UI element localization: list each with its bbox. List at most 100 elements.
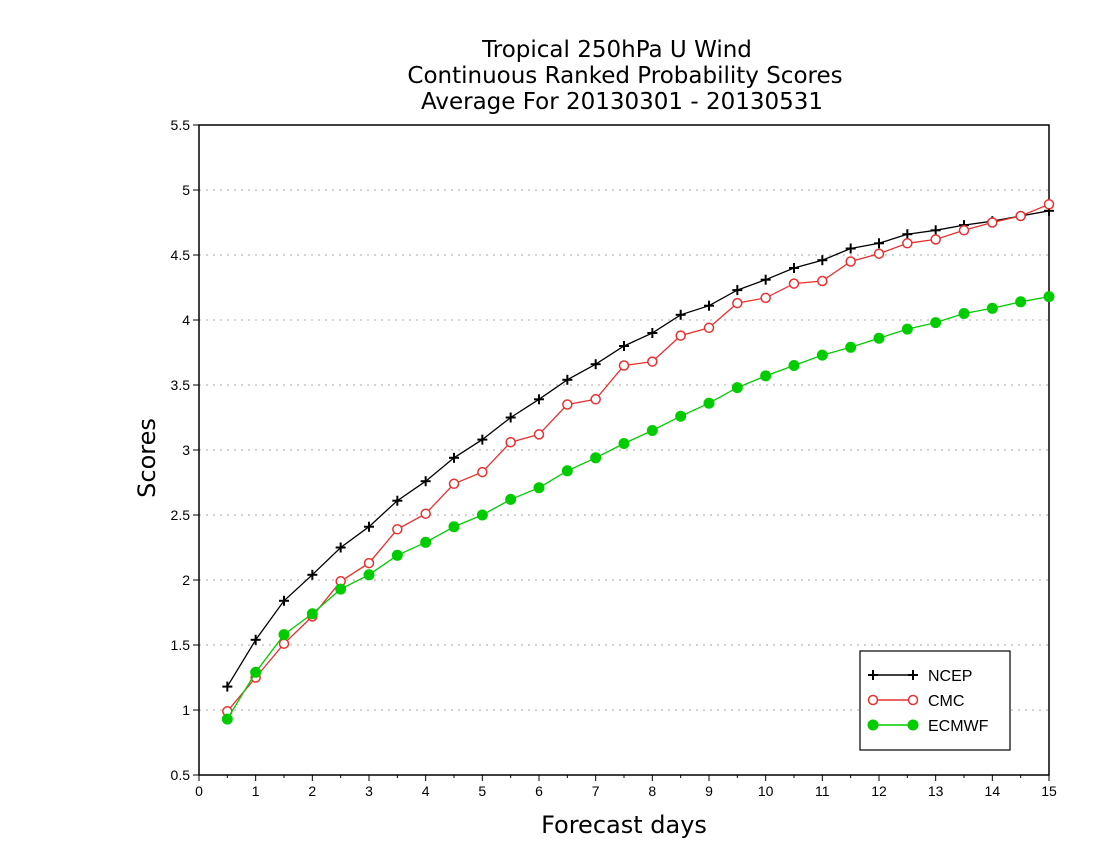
gridlines — [199, 189, 1049, 711]
data-point-ecmwf — [958, 308, 970, 319]
y-axis-label: Scores — [133, 418, 161, 498]
series-line-cmc — [226, 203, 1050, 712]
x-tick-label: 14 — [985, 783, 1001, 799]
legend-marker-end — [907, 694, 919, 706]
data-point-ecmwf — [250, 666, 262, 678]
data-point-ncep — [534, 394, 544, 405]
data-point-ecmwf — [306, 608, 318, 620]
data-point-cmc — [533, 429, 545, 440]
data-point-ncep — [477, 434, 488, 445]
legend-label: NCEP — [928, 668, 972, 685]
data-point-cmc — [1015, 210, 1026, 222]
chart-title: Tropical 250hPa U Wind Continuous Ranked… — [407, 37, 842, 115]
axis-ticks: 0.511.522.533.544.555.50 1 2 3 4 5 6 7 8 9 10 11 12 1… — [171, 117, 1057, 799]
data-point-cmc — [788, 278, 800, 289]
data-point-ecmwf — [646, 425, 658, 436]
series-cmc — [222, 199, 1055, 717]
data-point-cmc — [930, 234, 941, 245]
x-tick-label: 13 — [928, 783, 944, 799]
data-point-cmc — [817, 275, 828, 287]
data-point-ecmwf — [1015, 296, 1027, 308]
x-tick-label: 0 — [195, 783, 203, 799]
data-point-cmc — [987, 217, 998, 228]
data-point-ecmwf — [533, 482, 545, 494]
data-point-ncep — [307, 569, 318, 580]
data-point-cmc — [278, 638, 290, 649]
data-point-ncep — [449, 452, 459, 463]
data-point-ecmwf — [391, 549, 403, 561]
data-point-cmc — [760, 292, 771, 304]
data-point-ecmwf — [505, 493, 517, 505]
data-point-ecmwf — [335, 583, 347, 595]
data-point-ncep — [760, 274, 771, 285]
title-line-2: Continuous Ranked Probability Scores — [407, 63, 842, 89]
data-point-ncep — [732, 285, 743, 296]
x-tick-label: 4 — [422, 783, 430, 799]
y-tick-label: 4 — [182, 312, 190, 328]
legend-marker-end — [908, 670, 918, 680]
data-point-cmc — [562, 399, 573, 410]
data-point-ecmwf — [221, 713, 233, 725]
x-axis-label: Forecast days — [541, 811, 707, 839]
data-point-ncep — [250, 634, 261, 645]
data-point-ncep — [675, 309, 686, 320]
data-point-ncep — [619, 341, 629, 351]
data-point-ecmwf — [363, 569, 375, 581]
data-point-cmc — [845, 256, 856, 267]
series-lines — [221, 199, 1055, 725]
data-point-ecmwf — [590, 452, 602, 464]
series-line-ncep — [226, 210, 1050, 687]
legend-label: ECMWF — [928, 718, 989, 735]
legend-marker-start — [868, 670, 878, 680]
data-point-cmc — [505, 436, 516, 448]
data-point-ncep — [392, 495, 403, 506]
data-point-ecmwf — [873, 332, 885, 344]
x-tick-label: 3 — [365, 783, 373, 799]
y-tick-label: 4.5 — [171, 247, 191, 263]
data-point-cmc — [703, 322, 715, 334]
y-tick-label: 3.5 — [171, 377, 191, 393]
data-point-ecmwf — [930, 317, 942, 329]
legend-marker-end — [907, 719, 919, 731]
title-line-3: Average For 20130301 - 20130531 — [421, 89, 823, 115]
data-point-ncep — [704, 300, 714, 311]
data-point-ncep — [590, 359, 601, 370]
x-tick-label: 8 — [648, 783, 656, 799]
data-point-cmc — [618, 360, 630, 371]
series-ecmwf — [221, 291, 1055, 725]
data-point-ncep — [505, 412, 516, 423]
x-tick-label: 11 — [815, 783, 830, 799]
legend: NCEP CMC ECMWF — [859, 650, 1011, 751]
y-tick-label: 0.5 — [171, 767, 191, 783]
title-line-1: Tropical 250hPa U Wind — [481, 37, 752, 63]
data-point-ncep — [930, 225, 941, 236]
data-point-ecmwf — [816, 349, 828, 361]
x-tick-label: 10 — [758, 783, 774, 799]
data-point-ecmwf — [476, 509, 488, 521]
data-point-ecmwf — [788, 360, 800, 371]
legend-marker-start — [867, 719, 879, 731]
data-point-cmc — [647, 356, 658, 367]
data-point-ecmwf — [845, 341, 857, 353]
x-tick-label: 9 — [705, 783, 713, 799]
data-point-cmc — [873, 248, 885, 259]
legend-item-cmc: CMC — [867, 693, 964, 710]
data-point-ncep — [335, 542, 346, 553]
data-point-ncep — [817, 255, 828, 266]
data-point-ecmwf — [760, 370, 772, 382]
y-tick-label: 3 — [182, 442, 190, 458]
series-ncep — [222, 205, 1054, 692]
legend-item-ecmwf: ECMWF — [867, 718, 989, 735]
data-point-ecmwf — [675, 410, 687, 422]
x-tick-label: 15 — [1041, 783, 1057, 799]
data-point-ecmwf — [1043, 291, 1055, 303]
data-point-cmc — [363, 557, 375, 569]
y-tick-label: 2.5 — [171, 507, 191, 523]
x-tick-label: 2 — [308, 783, 316, 799]
data-point-ecmwf — [901, 323, 913, 335]
data-point-cmc — [590, 394, 601, 405]
data-point-ncep — [789, 263, 799, 273]
data-point-ecmwf — [420, 536, 432, 548]
data-point-ncep — [647, 328, 658, 338]
